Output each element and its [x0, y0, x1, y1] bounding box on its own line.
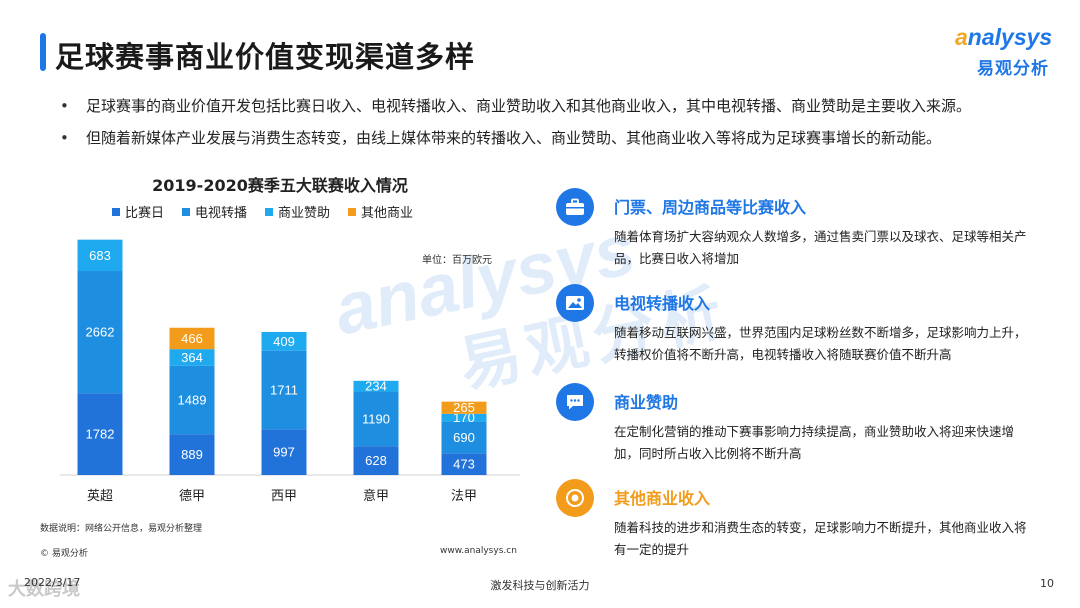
legend-item: 比赛日: [112, 202, 164, 221]
bullet-item: 但随着新媒体产业发展与消费生态转变，由线上媒体带来的转播收入、商业赞助、其他商业…: [56, 128, 1056, 148]
channel-desc: 随着科技的进步和消费生态的转变，足球影响力不断提升，其他商业收入将有一定的提升: [614, 520, 1027, 557]
data-label: 690: [453, 430, 475, 445]
data-label: 466: [181, 331, 203, 346]
bar-segment: [169, 327, 215, 350]
data-label: 997: [273, 445, 295, 460]
legend-swatch: [182, 207, 191, 216]
data-label: 409: [273, 334, 295, 349]
bar-segment: [169, 365, 215, 435]
title-accent-bar: [40, 33, 46, 71]
legend-item: 其他商业: [348, 202, 413, 221]
channel-title: 商业赞助: [614, 393, 679, 412]
legend-swatch: [112, 207, 120, 216]
channel-desc: 随着体育场扩大容纳观众人数增多，通过售卖门票以及球衣、足球等相关产品，比赛日收入…: [614, 229, 1027, 266]
bar-segment: [261, 429, 307, 475]
data-label: 473: [453, 457, 475, 472]
bar-segment: [77, 239, 123, 272]
bar-segment: [353, 380, 399, 392]
data-label: 1711: [270, 382, 298, 397]
image-icon: [556, 284, 594, 322]
chart-legend: 比赛日 电视转播 商业赞助 其他商业: [112, 202, 413, 221]
page-title: 足球赛事商业价值变现渠道多样: [55, 40, 476, 74]
logo-chinese-name: 易观分析: [977, 59, 1049, 79]
bar-segment: [77, 393, 123, 475]
channel-desc: 在定制化营销的推动下赛事影响力持续提高，商业赞助收入将迎来快速增加，同时所占收入…: [614, 424, 1015, 461]
stacked-bar-chart: 1782 2662 683 英超 889 1489 364 466 德甲 997 1711 409 西甲…: [60, 239, 520, 504]
bar-segment: [353, 391, 399, 447]
logo-wordmark: analysys: [955, 24, 1053, 50]
data-label: 2662: [86, 325, 115, 340]
target-icon: [556, 479, 594, 517]
bar-segment: [261, 331, 307, 351]
legend-swatch: [348, 207, 357, 216]
website-url: www.analysys.cn: [440, 546, 517, 556]
bar-segment: [441, 421, 487, 454]
chat-icon: [556, 383, 594, 421]
page-number: 10: [1040, 577, 1054, 590]
x-tick-label: 意甲: [363, 488, 389, 504]
bar-segment: [441, 413, 487, 422]
channel-title: 其他商业收入: [614, 489, 711, 508]
channel-title: 门票、周边商品等比赛收入: [614, 198, 807, 217]
bar-segment: [353, 446, 399, 475]
data-label: 364: [181, 350, 203, 365]
x-tick-label: 德甲: [179, 489, 205, 504]
data-label: 1489: [178, 393, 207, 408]
intro-bullets: 足球赛事的商业价值开发包括比赛日收入、电视转播收入、商业赞助收入和其他商业收入，…: [56, 96, 1056, 160]
channel-desc: 随着移动互联网兴盛，世界范围内足球粉丝数不断增多，足球影响力上升，转播权价值将不…: [614, 325, 1027, 362]
x-tick-label: 西甲: [271, 489, 297, 504]
chart-title: 2019-2020赛季五大联赛收入情况: [152, 176, 408, 195]
legend-item: 电视转播: [182, 202, 247, 221]
brand-logo: analysys 易观分析: [955, 24, 1065, 79]
bar-segment: [169, 434, 215, 475]
x-tick-label: 法甲: [451, 489, 477, 504]
bar-segment: [441, 453, 487, 475]
footer-slogan: 激发科技与创新活力: [490, 579, 590, 592]
bullet-item: 足球赛事的商业价值开发包括比赛日收入、电视转播收入、商业赞助收入和其他商业收入，…: [56, 96, 1056, 116]
data-label: 234: [365, 379, 387, 394]
bar-segment: [77, 271, 123, 394]
unit-label: 单位：百万欧元: [422, 255, 492, 266]
data-label: 1782: [86, 427, 115, 442]
legend-swatch: [265, 207, 274, 216]
data-source-note: 数据说明：网络公开信息，易观分析整理: [40, 524, 203, 534]
data-label: 889: [181, 447, 203, 462]
bar-segment: [169, 349, 215, 366]
footer-brand-watermark: 大数跨境: [8, 579, 80, 600]
legend-item: 商业赞助: [265, 202, 330, 221]
data-label: 683: [89, 248, 111, 263]
x-tick-label: 英超: [87, 489, 113, 504]
footer-date: 2022/3/17: [24, 576, 81, 589]
data-label: 1190: [362, 411, 390, 426]
data-label: 628: [365, 453, 387, 468]
data-label: 265: [453, 400, 475, 415]
bar-segment: [441, 401, 487, 414]
bar-segment: [261, 350, 307, 430]
briefcase-icon: [556, 188, 594, 226]
data-label: 170: [453, 410, 475, 425]
copyright-note: © 易观分析: [40, 549, 88, 559]
channel-title: 电视转播收入: [614, 294, 711, 313]
